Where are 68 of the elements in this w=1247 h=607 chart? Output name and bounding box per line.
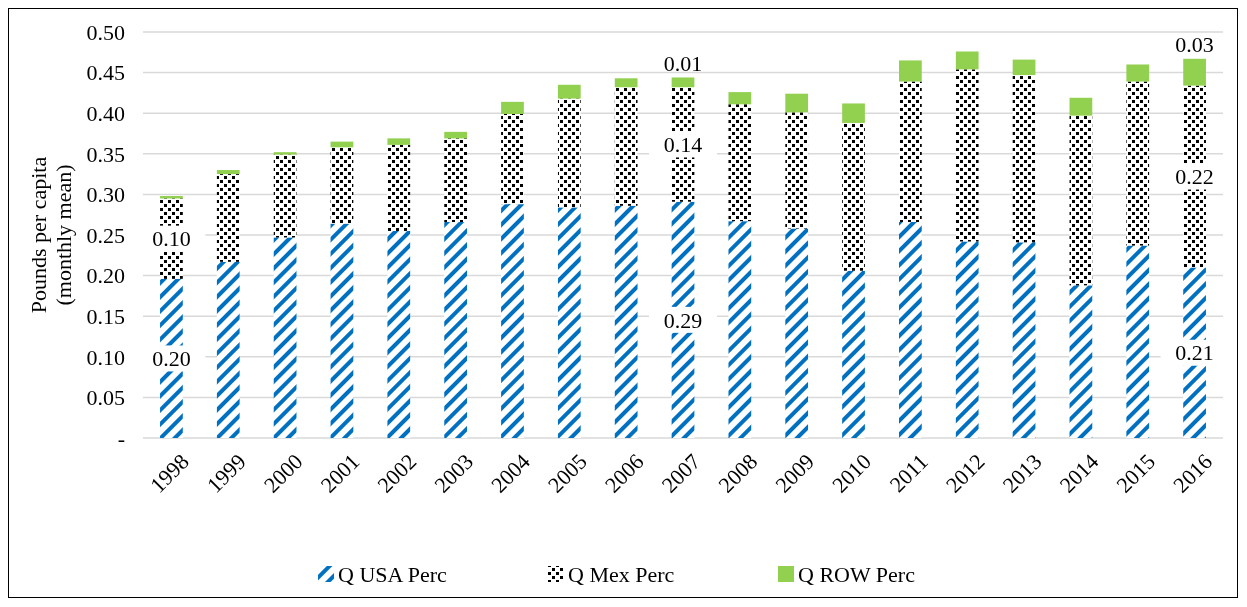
legend-label: Q ROW Perc bbox=[798, 561, 916, 587]
bar bbox=[216, 261, 240, 438]
bar bbox=[501, 114, 524, 205]
bar bbox=[273, 154, 297, 238]
legend-label: Q USA Perc bbox=[338, 561, 448, 587]
data-label: 0.29 bbox=[663, 307, 703, 333]
bar bbox=[728, 221, 752, 438]
y-tick-label: 0.25 bbox=[86, 222, 125, 248]
bar bbox=[444, 222, 467, 438]
bar bbox=[444, 131, 467, 139]
bar bbox=[557, 98, 581, 208]
y-tick-label: 0.10 bbox=[86, 344, 125, 370]
bar bbox=[1126, 245, 1150, 438]
bar bbox=[842, 103, 865, 123]
bar bbox=[955, 241, 979, 438]
bar bbox=[387, 138, 411, 145]
data-label: 0.21 bbox=[1175, 340, 1214, 366]
data-label: 0.03 bbox=[1175, 32, 1214, 58]
bar bbox=[501, 101, 524, 115]
bar bbox=[785, 112, 809, 229]
bar bbox=[671, 77, 695, 88]
y-tick-label: 0.30 bbox=[86, 182, 125, 208]
y-tick-label: 0.50 bbox=[86, 19, 125, 45]
bar bbox=[273, 237, 297, 438]
data-label: 0.22 bbox=[1175, 164, 1214, 190]
bar bbox=[899, 60, 922, 82]
bar bbox=[1012, 59, 1036, 76]
data-label: 0.01 bbox=[663, 51, 703, 77]
x-tick-label: 2001 bbox=[315, 448, 365, 498]
bar bbox=[1069, 97, 1093, 116]
bar bbox=[330, 223, 354, 438]
y-tick-label: 0.20 bbox=[86, 263, 125, 289]
x-tick-label: 2011 bbox=[884, 448, 933, 497]
legend-label: Q Mex Perc bbox=[568, 561, 675, 587]
bar bbox=[728, 92, 752, 105]
bar bbox=[1012, 242, 1036, 438]
bar bbox=[387, 230, 411, 438]
y-tick-label: 0.15 bbox=[86, 303, 125, 329]
bar bbox=[899, 222, 922, 438]
bar bbox=[899, 81, 922, 223]
bar bbox=[842, 122, 865, 271]
y-tick-label: 0.45 bbox=[86, 60, 125, 86]
bar bbox=[273, 152, 297, 155]
bar bbox=[330, 147, 354, 224]
bar bbox=[1183, 58, 1206, 86]
bar bbox=[557, 84, 581, 99]
data-label: 0.20 bbox=[152, 346, 191, 372]
y-tick-label: 0.35 bbox=[86, 141, 125, 167]
bar bbox=[557, 207, 581, 438]
bar bbox=[1126, 64, 1150, 82]
bar bbox=[501, 204, 524, 438]
bar bbox=[1069, 285, 1093, 438]
bar bbox=[785, 228, 809, 438]
bar bbox=[1069, 115, 1093, 286]
bar bbox=[955, 51, 979, 70]
bar bbox=[842, 270, 865, 438]
bar bbox=[614, 78, 638, 88]
bar bbox=[785, 93, 809, 113]
y-tick-label: - bbox=[117, 425, 125, 451]
y-tick-label: 0.40 bbox=[86, 100, 125, 126]
bar bbox=[216, 170, 240, 175]
bar bbox=[614, 205, 638, 438]
bar bbox=[1126, 81, 1150, 246]
bar bbox=[614, 87, 638, 206]
data-label: 0.10 bbox=[152, 226, 191, 252]
y-axis-title: Pounds per capita (monthly mean) bbox=[25, 156, 76, 314]
y-tick-label: 0.05 bbox=[86, 385, 125, 411]
data-label: 0.14 bbox=[663, 132, 703, 158]
